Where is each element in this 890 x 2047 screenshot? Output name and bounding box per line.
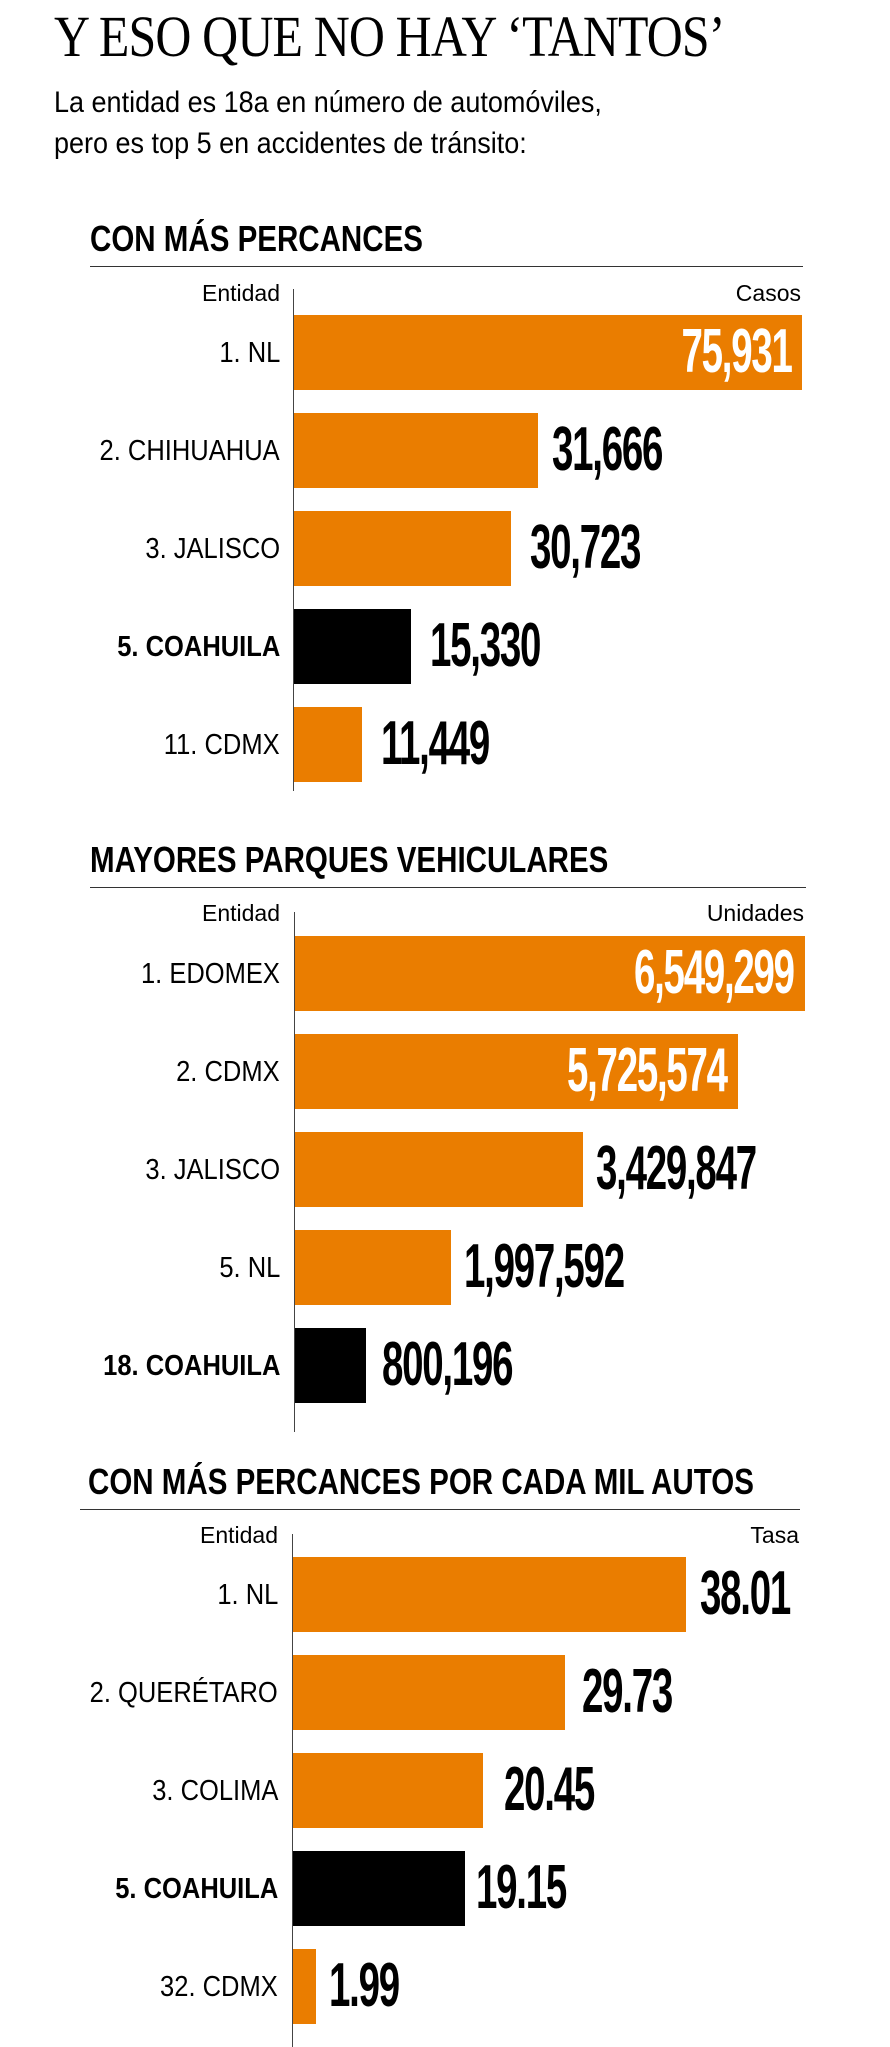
bar-value: 38.01 [700, 1559, 791, 1628]
bar [294, 511, 511, 586]
bar-row-highlight: 18. COAHUILA 800,196 [0, 1328, 890, 1403]
headline: Y ESO QUE NO HAY ‘TANTOS’ [54, 4, 725, 69]
bar [294, 315, 802, 390]
bar-label: 18. COAHUILA [102, 1350, 280, 1382]
bar-row: 3. JALISCO 30,723 [0, 511, 890, 586]
bar [295, 1132, 583, 1207]
column-header-tasa: Tasa [750, 1522, 799, 1548]
bar-value: 3,429,847 [596, 1134, 757, 1203]
bar [293, 1753, 483, 1828]
y-axis-line [293, 289, 294, 791]
bar-label: 1. EDOMEX [141, 958, 280, 990]
bar-row-highlight: 5. COAHUILA 19.15 [0, 1851, 890, 1926]
bar-label: 3. COLIMA [151, 1775, 278, 1807]
bar-row: 1. NL 38.01 [0, 1557, 890, 1632]
column-header-entidad: Entidad [201, 900, 280, 926]
column-header-casos: Casos [735, 280, 801, 306]
subheadline-line-2: pero es top 5 en accidentes de tránsito: [54, 127, 527, 160]
bar-value: 11,449 [381, 709, 490, 778]
bar-label: 5. NL [218, 1252, 280, 1284]
bar-label: 32. CDMX [160, 1971, 278, 2003]
bar-label: 3. JALISCO [145, 1154, 280, 1186]
bar-label: 3. JALISCO [145, 533, 280, 565]
bar [294, 707, 362, 782]
bar-value: 20.45 [504, 1755, 595, 1824]
bar [293, 1557, 686, 1632]
bar-value: 800,196 [382, 1330, 514, 1399]
bar-value: 75,931 [681, 317, 793, 386]
section-rule [90, 266, 803, 267]
bar-row: 11. CDMX 11,449 [0, 707, 890, 782]
column-header-unidades: Unidades [706, 900, 804, 926]
bar-row: 3. COLIMA 20.45 [0, 1753, 890, 1828]
bar-label: 1. NL [218, 337, 280, 369]
bar [295, 1034, 738, 1109]
bar-row: 2. CHIHUAHUA 31,666 [0, 413, 890, 488]
bar-value: 1,997,592 [464, 1232, 625, 1301]
bar [295, 936, 805, 1011]
bar-label: 2. CDMX [176, 1056, 280, 1088]
section-rule [80, 1509, 800, 1510]
subheadline: La entidad es 18a en número de automóvil… [54, 82, 602, 164]
bar-label: 5. COAHUILA [116, 631, 280, 663]
bar-row: 2. QUERÉTARO 29.73 [0, 1655, 890, 1730]
section-title: CON MÁS PERCANCES [90, 218, 423, 259]
bar [294, 609, 411, 684]
subheadline-line-1: La entidad es 18a en número de automóvil… [54, 86, 602, 119]
column-header-entidad: Entidad [201, 280, 280, 306]
bar-row: 2. CDMX 5,725,574 [0, 1034, 890, 1109]
bar-value: 30,723 [530, 513, 641, 582]
bar-label: 1. NL [216, 1579, 278, 1611]
bar-row: 1. EDOMEX 6,549,299 [0, 936, 890, 1011]
bar-label: 2. QUERÉTARO [89, 1677, 278, 1709]
bar [295, 1328, 366, 1403]
section-title: CON MÁS PERCANCES POR CADA MIL AUTOS [88, 1461, 754, 1502]
bar-value: 6,549,299 [634, 938, 795, 1007]
bar-row-highlight: 5. COAHUILA 15,330 [0, 609, 890, 684]
bar-value: 31,666 [552, 415, 663, 484]
bar-label: 5. COAHUILA [114, 1873, 278, 1905]
y-axis-line [292, 1534, 293, 2047]
bar-label: 11. CDMX [164, 729, 280, 761]
bar-row: 5. NL 1,997,592 [0, 1230, 890, 1305]
bar [293, 1655, 565, 1730]
section-rule [90, 887, 806, 888]
bar-value: 1.99 [329, 1951, 400, 2020]
bar-row: 32. CDMX 1.99 [0, 1949, 890, 2024]
bar-value: 15,330 [430, 611, 541, 680]
column-header-entidad: Entidad [199, 1522, 278, 1548]
bar-row: 3. JALISCO 3,429,847 [0, 1132, 890, 1207]
bar-label: 2. CHIHUAHUA [99, 435, 280, 467]
section-title: MAYORES PARQUES VEHICULARES [90, 839, 609, 880]
bar [293, 1851, 465, 1926]
bar [295, 1230, 451, 1305]
bar [294, 413, 538, 488]
bar-value: 19.15 [476, 1853, 567, 1922]
y-axis-line [294, 912, 295, 1432]
bar-value: 5,725,574 [567, 1036, 728, 1105]
bar [293, 1949, 316, 2024]
bar-row: 1. NL 75,931 [0, 315, 890, 390]
bar-value: 29.73 [582, 1657, 673, 1726]
